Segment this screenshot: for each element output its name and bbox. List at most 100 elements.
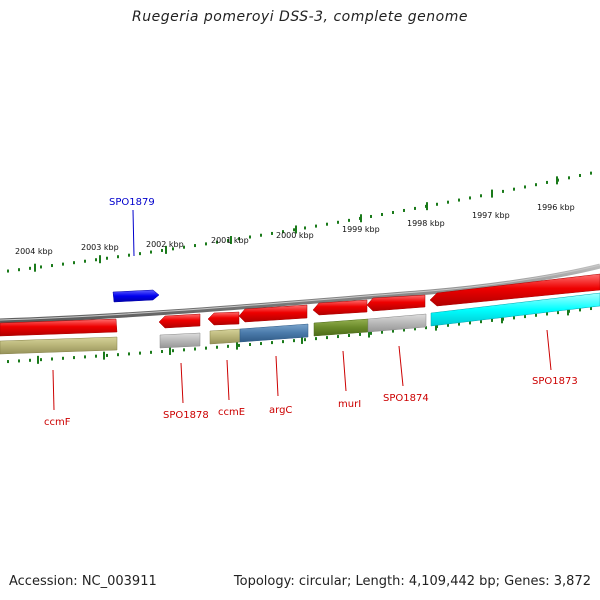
lower-minor-tick bbox=[348, 333, 350, 337]
lower-major-tick bbox=[368, 329, 370, 338]
upper-minor-tick bbox=[579, 173, 581, 177]
upper-minor-tick bbox=[194, 244, 196, 248]
lower-minor-tick bbox=[139, 351, 141, 355]
lower-minor-tick bbox=[304, 338, 306, 342]
lower-minor-tick bbox=[425, 326, 427, 330]
lower-minor-tick bbox=[249, 343, 251, 346]
lower-minor-tick bbox=[293, 339, 295, 343]
lower-major-tick bbox=[567, 307, 569, 316]
upper-minor-tick bbox=[535, 183, 537, 187]
upper-minor-tick bbox=[370, 214, 372, 218]
gene-label-spo1878: SPO1878 bbox=[163, 410, 209, 421]
lower-major-tick bbox=[501, 315, 503, 324]
upper-major-tick bbox=[295, 225, 297, 234]
lower-minor-tick bbox=[117, 353, 119, 357]
kbp-label-2003: 2003 kbp bbox=[81, 243, 119, 252]
upper-major-tick bbox=[360, 214, 362, 223]
lower-minor-tick bbox=[546, 312, 548, 316]
gene-label-spo1874: SPO1874 bbox=[383, 393, 429, 404]
label-leaders bbox=[52, 329, 552, 411]
gene-spo1879-forward[interactable] bbox=[112, 209, 160, 303]
lower-minor-tick bbox=[51, 357, 53, 361]
upper-minor-tick bbox=[381, 212, 383, 216]
upper-minor-tick bbox=[51, 264, 53, 268]
lower-minor-tick bbox=[491, 318, 493, 322]
gene-ccmE-reverse[interactable] bbox=[207, 311, 240, 326]
lower-minor-tick bbox=[62, 356, 64, 360]
lower-minor-tick bbox=[337, 335, 339, 339]
lower-minor-tick bbox=[128, 352, 130, 356]
lower-minor-tick bbox=[205, 346, 207, 350]
lower-minor-tick bbox=[414, 327, 416, 331]
upper-minor-tick bbox=[524, 185, 526, 189]
upper-major-tick bbox=[556, 176, 558, 185]
kbp-label-2001: 2001 kbp bbox=[211, 236, 249, 245]
upper-minor-tick bbox=[271, 231, 273, 235]
lower-minor-tick bbox=[227, 344, 229, 348]
gene-ccmF-reverse[interactable] bbox=[0, 318, 118, 337]
upper-major-tick bbox=[230, 236, 232, 245]
upper-minor-tick bbox=[73, 261, 75, 265]
lower-minor-tick bbox=[73, 356, 75, 360]
gene-label-argC: argC bbox=[269, 405, 292, 416]
product-spo1873 bbox=[430, 292, 600, 327]
upper-minor-tick bbox=[29, 266, 31, 270]
gene-label-spo1879: SPO1879 bbox=[109, 197, 155, 208]
kbp-label-2000: 2000 kbp bbox=[276, 231, 314, 240]
lower-minor-tick bbox=[40, 358, 42, 362]
kbp-label-1996: 1996 kbp bbox=[537, 203, 575, 212]
upper-minor-tick bbox=[183, 245, 185, 249]
product-ccmF bbox=[0, 336, 118, 355]
gene-spo1873-reverse[interactable] bbox=[429, 273, 600, 307]
lower-minor-tick bbox=[18, 359, 20, 363]
upper-minor-tick bbox=[260, 233, 262, 237]
genome-title: Ruegeria pomeroyi DSS-3, complete genome bbox=[132, 9, 468, 25]
product-spo1874 bbox=[367, 313, 427, 333]
gene-spo1878-reverse[interactable] bbox=[158, 313, 201, 329]
lower-minor-tick bbox=[7, 360, 9, 364]
upper-minor-tick bbox=[150, 250, 152, 254]
upper-minor-tick bbox=[62, 262, 64, 266]
upper-minor-tick bbox=[568, 176, 570, 180]
kbp-label-2002: 2002 kbp bbox=[146, 240, 184, 249]
upper-minor-tick bbox=[205, 242, 207, 246]
lower-minor-tick bbox=[579, 308, 581, 312]
lower-minor-tick bbox=[392, 329, 394, 333]
upper-minor-tick bbox=[348, 218, 350, 222]
kbp-label-1997: 1997 kbp bbox=[472, 211, 510, 220]
upper-minor-tick bbox=[7, 269, 9, 273]
upper-minor-tick bbox=[282, 230, 284, 234]
upper-minor-tick bbox=[436, 202, 438, 206]
accession-label: Accession: NC_003911 bbox=[9, 574, 157, 589]
genome-summary: Topology: circular; Length: 4,109,442 bp… bbox=[233, 574, 591, 589]
lower-minor-tick bbox=[282, 340, 284, 344]
gene-label-ccmE: ccmE bbox=[218, 407, 245, 418]
lower-minor-tick bbox=[370, 331, 372, 335]
gene-murI-reverse[interactable] bbox=[312, 299, 368, 316]
lower-minor-tick bbox=[359, 332, 361, 336]
gene-label-spo1873: SPO1873 bbox=[532, 376, 578, 387]
gene-spo1874-reverse[interactable] bbox=[366, 294, 426, 312]
upper-minor-tick bbox=[293, 228, 295, 232]
lower-major-tick bbox=[435, 322, 437, 331]
product-spo1878 bbox=[159, 332, 201, 349]
upper-minor-tick bbox=[469, 196, 471, 200]
upper-minor-tick bbox=[172, 247, 174, 251]
upper-major-tick bbox=[491, 189, 493, 198]
upper-minor-tick bbox=[227, 238, 229, 242]
lower-major-tick bbox=[103, 351, 105, 360]
product-ccmE bbox=[209, 328, 241, 345]
upper-minor-tick bbox=[106, 256, 108, 260]
lower-minor-tick bbox=[172, 349, 174, 353]
kbp-label-2004: 2004 kbp bbox=[15, 247, 53, 256]
upper-minor-tick bbox=[414, 206, 416, 210]
upper-major-tick bbox=[34, 263, 36, 272]
kbp-labels: 2004 kbp 2003 kbp 2002 kbp 2001 kbp 2000… bbox=[15, 203, 575, 256]
lower-minor-tick bbox=[183, 348, 185, 352]
upper-minor-tick bbox=[447, 200, 449, 204]
gene-argC-reverse[interactable] bbox=[238, 304, 308, 323]
lower-minor-tick bbox=[535, 313, 537, 317]
upper-minor-tick bbox=[326, 222, 328, 226]
gene-products bbox=[0, 292, 600, 355]
